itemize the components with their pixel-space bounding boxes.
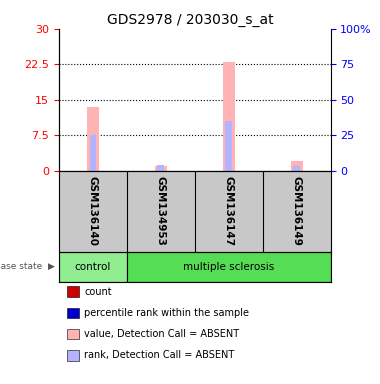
Text: rank, Detection Call = ABSENT: rank, Detection Call = ABSENT (84, 350, 234, 360)
Bar (223, 62, 235, 171)
Bar (291, 161, 303, 171)
Text: count: count (84, 287, 112, 297)
Text: disease state  ▶: disease state ▶ (0, 262, 55, 271)
Text: multiple sclerosis: multiple sclerosis (183, 262, 274, 272)
Bar (90, 136, 96, 171)
Text: GSM136149: GSM136149 (291, 176, 302, 246)
Text: control: control (75, 262, 111, 272)
Text: percentile rank within the sample: percentile rank within the sample (84, 308, 249, 318)
Bar (155, 166, 167, 171)
Text: GDS2978 / 203030_s_at: GDS2978 / 203030_s_at (107, 13, 273, 27)
Bar (87, 107, 99, 171)
Bar (293, 166, 300, 171)
Text: GSM136140: GSM136140 (88, 176, 98, 246)
Bar (59, 252, 127, 282)
Text: value, Detection Call = ABSENT: value, Detection Call = ABSENT (84, 329, 239, 339)
Text: GSM134953: GSM134953 (156, 176, 166, 246)
Bar (157, 165, 164, 171)
Text: GSM136147: GSM136147 (224, 176, 234, 246)
Bar (225, 121, 232, 171)
Bar (127, 252, 331, 282)
